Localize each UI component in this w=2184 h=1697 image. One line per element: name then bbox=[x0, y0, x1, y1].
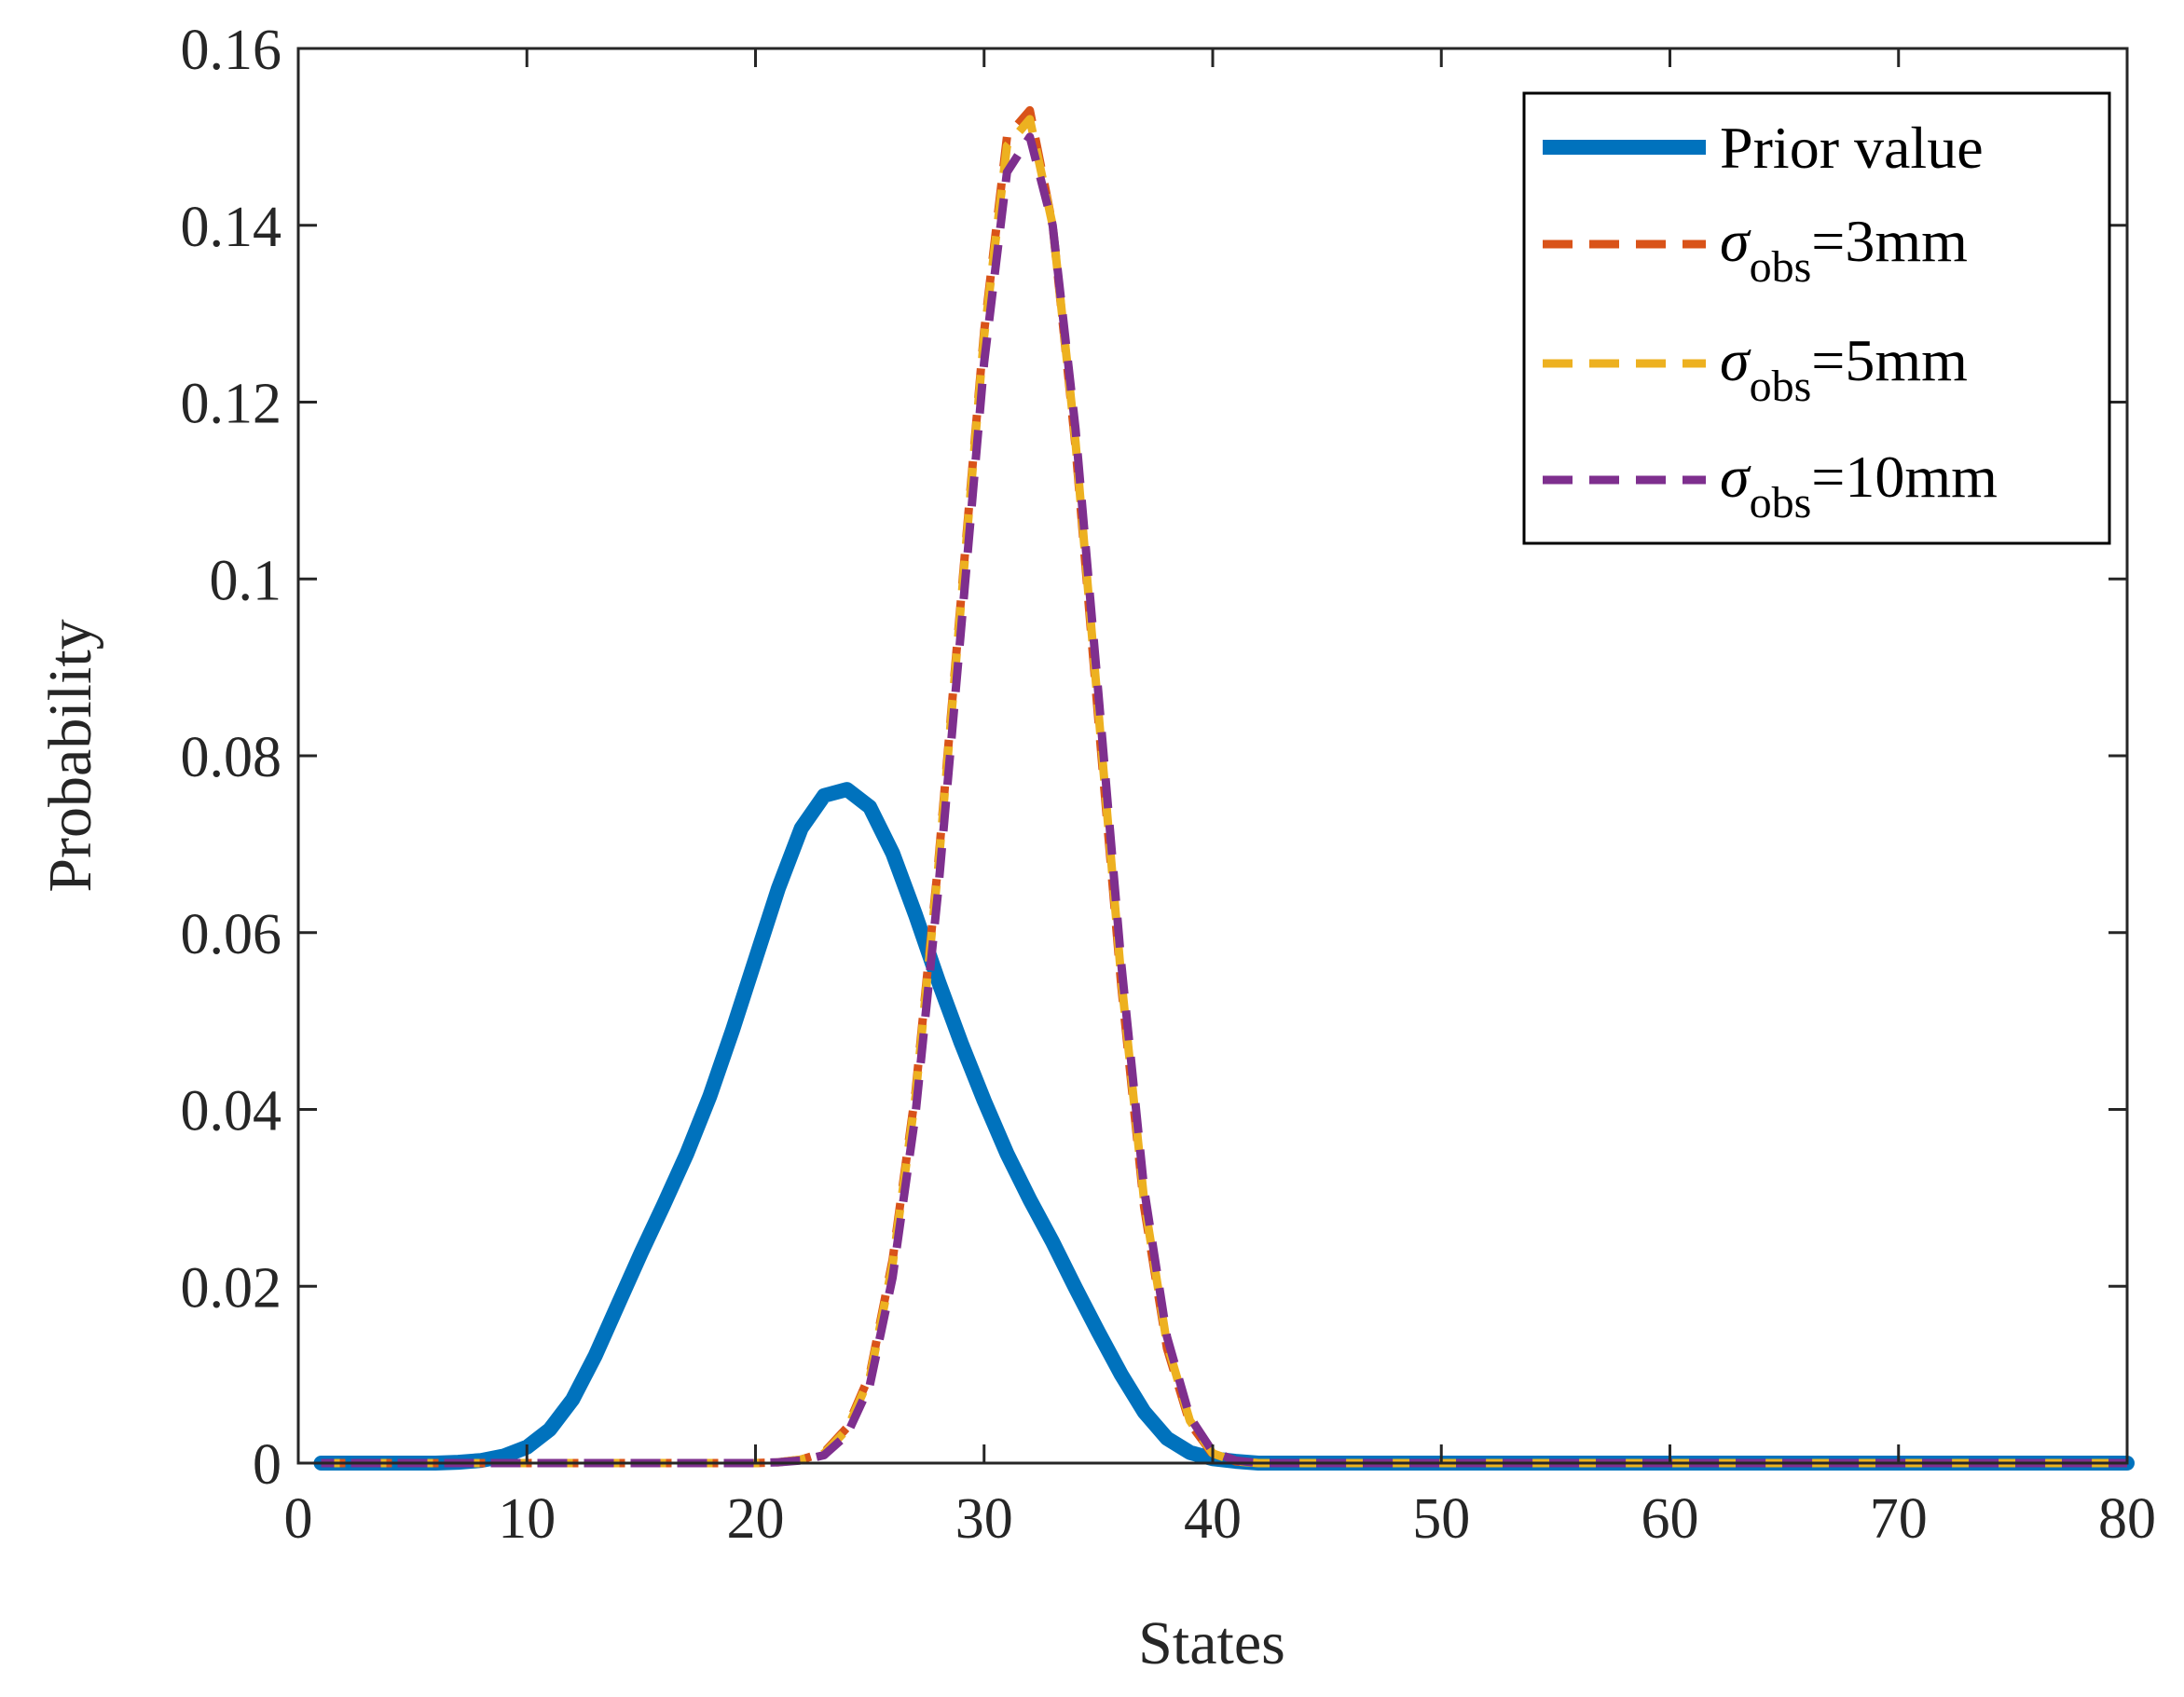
y-tick-label: 0.14 bbox=[181, 196, 282, 259]
y-tick-label: 0.02 bbox=[181, 1256, 282, 1320]
y-tick-label: 0.12 bbox=[181, 373, 282, 436]
legend: Prior value σobs=3mm σobs=5mm σobs=10mm bbox=[1522, 91, 2111, 545]
x-axis-title: States bbox=[1138, 1609, 1285, 1677]
y-tick-label: 0.1 bbox=[210, 549, 282, 612]
x-tick-label: 60 bbox=[1641, 1487, 1699, 1551]
x-tick-label: 20 bbox=[727, 1487, 785, 1551]
legend-label-10mm: σobs=10mm bbox=[1720, 444, 1998, 527]
x-tick-label: 50 bbox=[1412, 1487, 1470, 1551]
y-tick-label: 0.08 bbox=[181, 726, 282, 789]
legend-label-prior: Prior value bbox=[1720, 115, 1984, 181]
x-tick-label: 70 bbox=[1870, 1487, 1928, 1551]
y-tick-label: 0 bbox=[253, 1433, 282, 1497]
axes-layer bbox=[296, 47, 2129, 1465]
y-tick-label: 0.16 bbox=[181, 19, 282, 82]
legend-label-3mm: σobs=3mm bbox=[1720, 208, 1968, 292]
x-tick-label: 30 bbox=[955, 1487, 1013, 1551]
legend-box bbox=[1522, 91, 2111, 545]
x-tick-label: 40 bbox=[1184, 1487, 1242, 1551]
y-tick-label: 0.06 bbox=[181, 903, 282, 966]
y-tick-label: 0.04 bbox=[181, 1080, 282, 1143]
y-axis-title: Probability bbox=[36, 619, 104, 892]
legend-label-5mm: σobs=5mm bbox=[1720, 327, 1968, 411]
x-tick-label: 0 bbox=[284, 1487, 313, 1551]
tick-labels: 0 10 20 30 40 50 60 70 80 0 0.02 0.04 0.06 0.08 0.1 0.1… bbox=[181, 19, 2157, 1551]
series-line-3 bbox=[321, 132, 2127, 1468]
x-tick-label: 80 bbox=[2098, 1487, 2156, 1551]
x-tick-label: 10 bbox=[498, 1487, 556, 1551]
